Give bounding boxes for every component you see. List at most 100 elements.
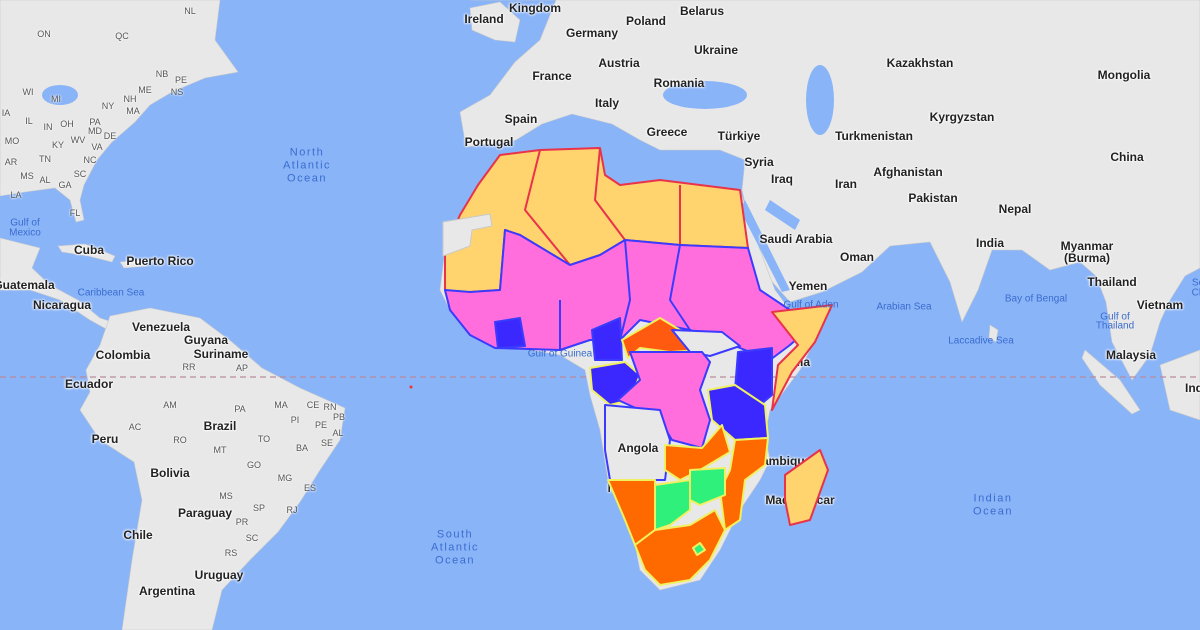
country-label: Germany: [565, 26, 619, 40]
country-angola[interactable]: [604, 404, 671, 481]
country-label: Ukraine: [693, 43, 739, 57]
country-label: Venezuela: [131, 320, 191, 334]
country-label: Portugal: [464, 135, 514, 149]
state-label: NB: [155, 69, 169, 79]
country-label: Ireland: [464, 12, 504, 26]
state-label: NL: [184, 6, 196, 16]
country-label: Nicaragua: [32, 298, 92, 312]
country-madagascar[interactable]: [784, 449, 829, 526]
country-label: Kazakhstan: [886, 56, 954, 70]
ocean-label: Atlantic: [430, 541, 480, 554]
country-label: Angola: [617, 441, 659, 455]
country-label: Nepal: [998, 202, 1032, 216]
island-marker: [409, 385, 413, 389]
state-label: WI: [22, 87, 34, 97]
country-label: Guyana: [183, 333, 229, 347]
state-label: KY: [51, 140, 65, 150]
state-label: BA: [295, 443, 309, 453]
water-label: Thailand: [1095, 320, 1135, 332]
borneo: [1159, 349, 1200, 421]
border-algeria-libya: [594, 147, 626, 241]
state-label: AP: [235, 363, 249, 373]
country-label: Iraq: [770, 172, 794, 186]
cuba: [57, 243, 116, 263]
border-sudan: [669, 244, 691, 331]
state-label: NH: [123, 94, 137, 104]
border-morocco-algeria: [524, 149, 571, 266]
state-label: MI: [51, 94, 61, 104]
country-label: (Burma): [1063, 251, 1111, 265]
state-label: PA: [89, 117, 101, 127]
country-label: Syria: [744, 155, 774, 169]
country-zimbabwe[interactable]: [689, 467, 726, 506]
state-label: ME: [138, 85, 152, 95]
state-label: NC: [83, 155, 97, 165]
state-label: MD: [88, 126, 102, 136]
hispaniola: [119, 259, 149, 269]
state-label: IN: [43, 122, 53, 132]
ocean-label: Indian: [973, 492, 1013, 505]
water-label: Gulf of: [10, 217, 40, 229]
eurasia: [459, 0, 1200, 381]
state-label: AR: [4, 157, 18, 167]
state-label: MA: [126, 106, 140, 116]
state-label: OH: [60, 119, 74, 129]
ocean-label: South: [436, 528, 474, 541]
ocean-label: Ocean: [435, 554, 475, 567]
ocean-label: Ocean: [973, 505, 1013, 518]
country-label: Malaysia: [1105, 348, 1157, 362]
country-label: Pakistan: [908, 191, 958, 205]
country-lesotho[interactable]: [692, 542, 706, 556]
western-sahara[interactable]: [442, 213, 493, 257]
state-label: NY: [101, 101, 115, 111]
state-label: MA: [274, 400, 288, 410]
state-label: RO: [173, 435, 187, 445]
country-label: China: [1110, 150, 1144, 164]
state-label: DE: [103, 131, 117, 141]
country-label: Brazil: [203, 419, 237, 433]
country-label: Türkiye: [717, 129, 761, 143]
state-label: GO: [246, 460, 262, 470]
inland-water: [42, 65, 834, 292]
country-label: Greece: [646, 125, 688, 139]
water-label: Arabian Sea: [876, 301, 932, 313]
country-label: Yemen: [788, 279, 828, 293]
country-label: Indonesia: [1184, 381, 1200, 395]
country-south-africa[interactable]: [634, 509, 726, 586]
country-label: Austria: [598, 56, 640, 70]
caspian-sea: [806, 65, 834, 135]
country-label: India: [975, 236, 1005, 250]
country-zambia[interactable]: [664, 424, 731, 481]
state-label: AM: [163, 400, 177, 410]
state-label: SE: [320, 438, 334, 448]
border-chad: [619, 239, 631, 341]
country-cameroon[interactable]: [591, 317, 623, 361]
state-label: MG: [277, 473, 293, 483]
country-botswana[interactable]: [654, 479, 691, 531]
state-label: PB: [332, 412, 346, 422]
north-america: [0, 0, 239, 223]
country-label: Puerto Rico: [126, 254, 194, 268]
country-drc[interactable]: [617, 351, 711, 449]
state-label: IL: [25, 116, 33, 126]
country-mozambique[interactable]: [719, 437, 769, 531]
country-label: Paraguay: [177, 506, 233, 520]
country-label: Saudi Arabia: [759, 232, 833, 246]
country-ivory-coast[interactable]: [494, 317, 526, 349]
state-label: AL: [39, 175, 51, 185]
state-label: ES: [303, 483, 317, 493]
country-label: Chile: [123, 528, 153, 542]
country-label: Belarus: [679, 4, 725, 18]
country-south-sudan[interactable]: [671, 329, 741, 357]
country-label: Peru: [91, 432, 119, 446]
ocean-label: North: [289, 146, 325, 159]
country-somalia[interactable]: [771, 304, 833, 411]
ocean-label: Ocean: [287, 172, 327, 185]
state-label: NS: [170, 87, 184, 97]
black-sea: [663, 81, 747, 109]
water-label: Laccadive Sea: [948, 335, 1014, 347]
country-label: Bolivia: [150, 466, 190, 480]
state-label: RJ: [286, 505, 298, 515]
state-label: SC: [73, 169, 87, 179]
